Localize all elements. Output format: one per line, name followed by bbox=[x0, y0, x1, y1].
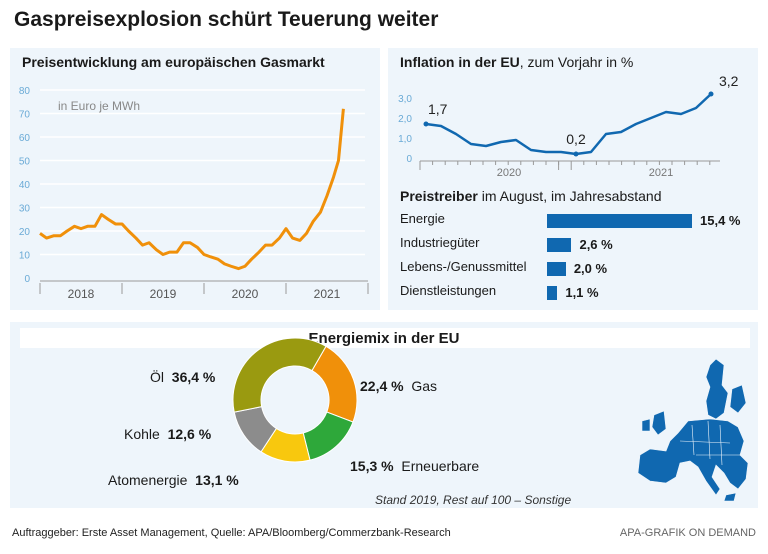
brand-label: APA-GRAFIK ON DEMAND bbox=[619, 527, 756, 539]
inflation-title: Inflation in der EU, zum Vorjahr in % bbox=[400, 54, 633, 70]
x-tick-label: 2018 bbox=[68, 287, 95, 301]
donut-value: 22,4 % bbox=[360, 378, 404, 394]
donut-label: Kohle 12,6 % bbox=[124, 426, 211, 442]
donut-label: Öl 36,4 % bbox=[150, 369, 215, 385]
inflation-panel bbox=[388, 48, 758, 310]
y-tick-label: 50 bbox=[19, 157, 31, 168]
donut-category: Atomenergie bbox=[108, 472, 188, 488]
y-tick-label: 60 bbox=[19, 133, 31, 144]
driver-bar bbox=[547, 214, 692, 228]
driver-row: Dienstleistungen 1,1 % bbox=[400, 282, 760, 300]
driver-bar bbox=[547, 286, 558, 300]
driver-row: Lebens-/Genussmittel 2,0 % bbox=[400, 258, 760, 276]
y-tick-label: 70 bbox=[19, 110, 31, 121]
data-label: 3,2 bbox=[719, 73, 739, 89]
source-footer: Auftraggeber: Erste Asset Management, Qu… bbox=[12, 527, 451, 539]
inflation-title-rest: , zum Vorjahr in % bbox=[519, 54, 634, 70]
data-label: 0,2 bbox=[566, 131, 586, 147]
gas-unit-label: in Euro je MWh bbox=[58, 99, 140, 113]
drivers-title-bold: Preistreiber bbox=[400, 188, 478, 204]
donut-category: Gas bbox=[411, 378, 438, 394]
gas-title: Preisentwicklung am europäischen Gasmark… bbox=[22, 54, 325, 70]
driver-value: 15,4 % bbox=[700, 213, 741, 228]
y-tick-label: 20 bbox=[19, 227, 31, 238]
y-tick-label: 3,0 bbox=[398, 94, 412, 105]
y-tick-label: 10 bbox=[19, 251, 31, 262]
driver-label: Energie bbox=[400, 211, 445, 226]
data-point bbox=[573, 151, 579, 157]
data-label: 1,7 bbox=[428, 101, 448, 117]
donut-label: 22,4 % Gas bbox=[360, 378, 437, 394]
donut-category: Öl bbox=[150, 369, 164, 385]
donut-slice-l bbox=[232, 337, 327, 413]
y-tick-label: 30 bbox=[19, 204, 31, 215]
driver-value: 1,1 % bbox=[565, 285, 599, 300]
y-tick-label: 2,0 bbox=[398, 114, 412, 125]
driver-bar bbox=[547, 262, 566, 276]
drivers-title: Preistreiber im August, im Jahresabstand bbox=[400, 188, 661, 204]
donut-category: Erneuerbare bbox=[401, 458, 480, 474]
data-point bbox=[423, 121, 429, 127]
driver-bar bbox=[547, 238, 572, 252]
donut-value: 15,3 % bbox=[350, 458, 394, 474]
donut-label: 15,3 % Erneuerbare bbox=[350, 458, 479, 474]
x-tick-label: 2021 bbox=[314, 287, 341, 301]
y-tick-label: 1,0 bbox=[398, 134, 412, 145]
y-tick-label: 40 bbox=[19, 180, 31, 191]
driver-value: 2,6 % bbox=[579, 237, 613, 252]
energy-note: Stand 2019, Rest auf 100 – Sonstige bbox=[375, 493, 572, 507]
driver-label: Lebens-/Genussmittel bbox=[400, 259, 527, 274]
y-tick-label: 0 bbox=[24, 274, 30, 285]
x-tick-label: 2020 bbox=[232, 287, 259, 301]
donut-slice-erneuerbare bbox=[302, 411, 354, 461]
inflation-title-bold: Inflation in der EU bbox=[400, 54, 520, 70]
y-tick-label: 80 bbox=[19, 86, 31, 97]
driver-label: Dienstleistungen bbox=[400, 283, 497, 298]
gas-price-line bbox=[39, 108, 345, 271]
infographic-title: Gaspreisexplosion schürt Teuerung weiter bbox=[14, 8, 439, 31]
driver-label: Industriegüter bbox=[400, 235, 480, 250]
x-tick-label: 2019 bbox=[150, 287, 177, 301]
drivers-title-rest: im August, im Jahresabstand bbox=[477, 188, 662, 204]
donut-value: 13,1 % bbox=[195, 472, 239, 488]
x-tick-label: 2020 bbox=[497, 167, 521, 179]
donut-category: Kohle bbox=[124, 426, 160, 442]
x-tick-label: 2021 bbox=[649, 167, 673, 179]
gas-panel bbox=[10, 48, 380, 310]
energy-panel bbox=[10, 322, 758, 508]
donut-value: 12,6 % bbox=[167, 426, 212, 442]
donut-label: Atomenergie 13,1 % bbox=[108, 472, 239, 488]
inflation-line bbox=[425, 93, 712, 156]
driver-row: Industriegüter 2,6 % bbox=[400, 234, 760, 252]
energy-title-bar bbox=[20, 328, 750, 348]
driver-row: Energie 15,4 % bbox=[400, 210, 760, 228]
energy-title: Energiemix in der EU bbox=[308, 330, 460, 347]
donut-value: 36,4 % bbox=[171, 369, 216, 385]
eu-map-icon bbox=[637, 358, 749, 502]
driver-value: 2,0 % bbox=[573, 261, 608, 276]
y-tick-label: 0 bbox=[406, 154, 412, 165]
data-point bbox=[708, 91, 714, 97]
